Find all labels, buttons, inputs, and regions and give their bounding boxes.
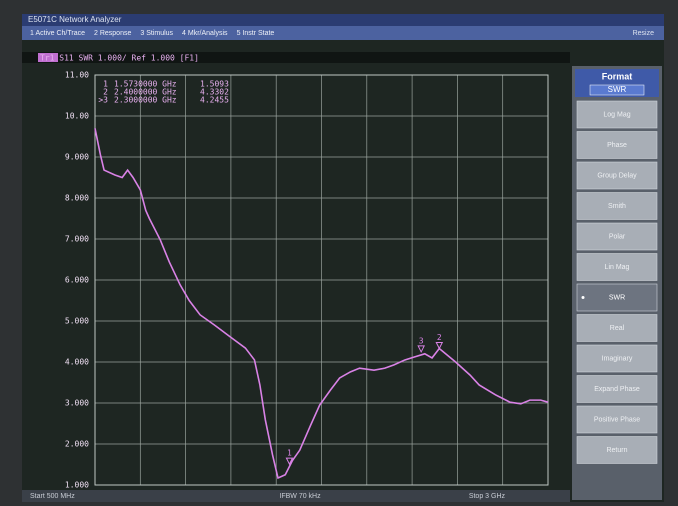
- softkey-label[interactable]: Group Delay: [597, 172, 637, 179]
- y-tick-label: 2.000: [65, 440, 89, 449]
- window-title: E5071C Network Analyzer: [28, 15, 122, 24]
- marker: [435, 341, 444, 350]
- softkey[interactable]: [576, 161, 658, 190]
- y-tick-label: 6.000: [65, 276, 89, 285]
- marker-readout-y: 4.2455: [200, 96, 229, 105]
- softkey-title: Format: [602, 71, 633, 81]
- softkey[interactable]: [576, 375, 658, 403]
- plot-frame: [94, 74, 549, 486]
- softkey[interactable]: [576, 283, 658, 312]
- status-start: Start 500 MHz: [30, 493, 75, 500]
- softkey-label[interactable]: Phase: [607, 142, 627, 149]
- y-tick-label: 5.000: [65, 317, 89, 326]
- softkey-selected-dot: [581, 296, 585, 299]
- marker-readout-name: 1: [103, 80, 108, 89]
- marker-readout-name: >3: [98, 96, 108, 105]
- trace-badge: [38, 53, 58, 62]
- softkey-label[interactable]: Imaginary: [602, 355, 633, 362]
- softkey[interactable]: [576, 436, 658, 464]
- menu-item[interactable]: 3 Stimulus: [140, 30, 173, 37]
- marker-readout-y: 1.5093: [200, 80, 229, 89]
- y-tick-label: 3.000: [65, 399, 89, 408]
- softkey[interactable]: [576, 222, 658, 251]
- marker-readout-x: 1.5730000 GHz: [114, 80, 177, 89]
- title-bar: [22, 14, 664, 26]
- status-ifbw: IFBW 70 kHz: [279, 493, 321, 500]
- y-tick-label: 1.000: [65, 481, 89, 490]
- trace-header-bar: [22, 52, 570, 63]
- y-tick-label: 10.00: [65, 112, 89, 121]
- softkey[interactable]: [576, 131, 658, 159]
- softkey-current-box: [589, 84, 645, 96]
- marker-readout-x: 2.3000000 GHz: [114, 96, 177, 105]
- softkey[interactable]: [576, 405, 658, 434]
- menu-item[interactable]: 2 Response: [94, 30, 131, 37]
- y-tick-label: 8.000: [65, 194, 89, 203]
- status-stop: Stop 3 GHz: [469, 493, 506, 500]
- softkey[interactable]: [576, 253, 658, 281]
- trace-header: Tr1 S11 SWR 1.000/ Ref 1.000 [F1]: [40, 54, 199, 63]
- y-tick-label: 9.000: [65, 153, 89, 162]
- y-tick-label: 4.000: [65, 358, 89, 367]
- softkey-label[interactable]: Polar: [609, 233, 626, 240]
- y-tick-label: 7.000: [65, 235, 89, 244]
- status-bar: [22, 490, 570, 502]
- softkey-label[interactable]: Expand Phase: [594, 386, 640, 393]
- screen: [22, 14, 664, 502]
- marker-label: 3: [419, 336, 424, 345]
- softkey[interactable]: [576, 192, 658, 220]
- softkey-label[interactable]: Lin Mag: [605, 264, 630, 271]
- marker-readout-y: 4.3302: [200, 88, 229, 97]
- softkey-label[interactable]: Return: [606, 447, 627, 454]
- softkey-panel: [572, 66, 662, 500]
- softkey-label[interactable]: Real: [610, 325, 625, 332]
- marker: [285, 457, 294, 466]
- trace: [94, 128, 549, 480]
- softkey[interactable]: [576, 314, 658, 342]
- marker: [417, 345, 425, 354]
- marker-readout-x: 2.4000000 GHz: [114, 88, 177, 97]
- softkey[interactable]: [576, 344, 658, 373]
- menu-item[interactable]: 4 Mkr/Analysis: [182, 30, 228, 37]
- y-tick-label: 11.00: [65, 71, 89, 80]
- menu-bar: [22, 26, 664, 40]
- marker-label: 2: [437, 333, 442, 342]
- marker-readout-name: 2: [103, 88, 108, 97]
- marker-label: 1: [287, 449, 292, 458]
- softkey-label[interactable]: SWR: [609, 294, 625, 301]
- softkey-label[interactable]: Positive Phase: [594, 416, 640, 423]
- softkey-current: SWR: [608, 85, 627, 94]
- menu-item[interactable]: 5 Instr State: [237, 30, 275, 37]
- resize[interactable]: Resize: [633, 30, 655, 37]
- softkey-label[interactable]: Log Mag: [603, 111, 630, 118]
- softkey[interactable]: [576, 100, 658, 129]
- softkey-label[interactable]: Smith: [608, 203, 626, 210]
- menu-item[interactable]: 1 Active Ch/Trace: [30, 30, 85, 37]
